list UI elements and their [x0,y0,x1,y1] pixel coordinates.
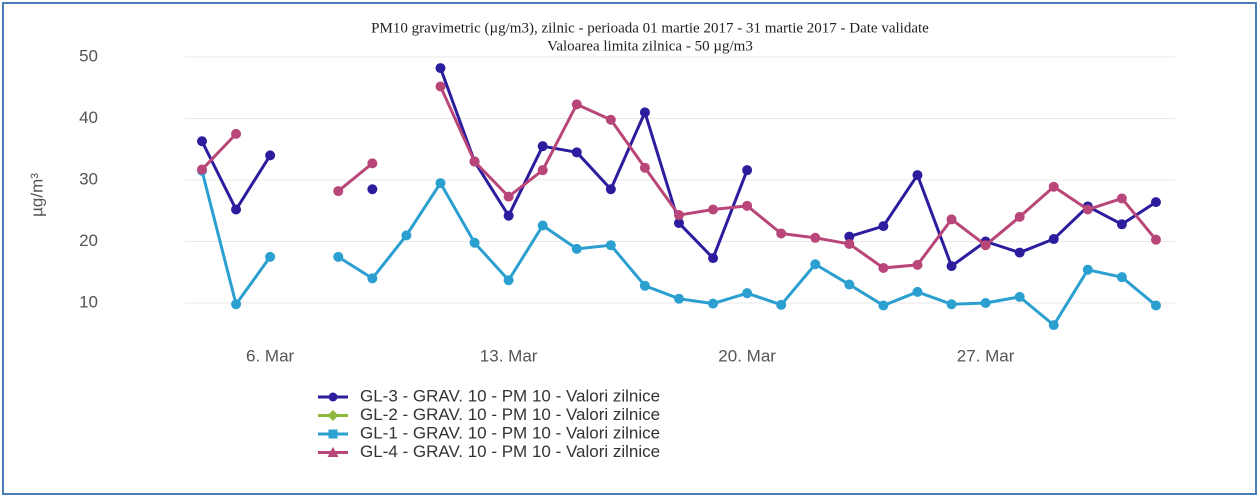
marker [327,410,339,421]
marker [980,240,991,251]
marker [844,279,855,290]
marker [708,253,719,264]
marker [946,214,957,225]
marker [708,298,719,309]
marker [605,184,616,195]
marker [469,156,480,167]
marker [265,251,276,262]
marker [742,288,753,299]
marker [810,232,821,243]
marker [810,259,821,270]
marker [878,300,889,311]
marker [571,99,582,110]
x-tick-label: 20. Mar [718,346,776,365]
marker [537,141,548,152]
marker [605,240,616,251]
marker [639,107,650,118]
marker [1082,204,1093,215]
marker [503,210,514,221]
marker [776,228,787,239]
marker [367,158,378,169]
marker [844,231,855,242]
marker [673,210,684,221]
legend-label: GL-1 - GRAV. 10 - PM 10 - Valori zilnice [360,423,660,442]
y-tick-label: 40 [79,108,98,127]
marker [742,200,753,211]
marker [435,63,446,74]
marker [401,230,412,241]
y-axis-label: µg/m³ [27,173,46,217]
legend-label: GL-3 - GRAV. 10 - PM 10 - Valori zilnice [360,386,660,405]
series-line [200,67,1157,268]
marker [1150,197,1161,208]
marker [1014,247,1025,258]
y-tick-label: 20 [79,231,98,250]
marker [946,261,957,272]
marker [333,251,344,262]
y-tick-label: 10 [79,292,98,311]
marker [328,392,338,402]
marker [912,286,923,297]
marker [571,147,582,158]
marker [197,136,207,147]
marker [1014,291,1025,302]
marker [673,293,684,304]
x-tick-label: 13. Mar [480,346,538,365]
marker [742,165,753,176]
x-tick-label: 27. Mar [957,346,1015,365]
marker [333,186,344,197]
marker [231,128,242,139]
marker [435,81,446,92]
marker [1048,234,1059,245]
marker [537,165,548,176]
marker [1014,211,1025,222]
marker [328,429,338,439]
marker [639,162,650,173]
marker [231,299,242,310]
marker [1048,320,1059,331]
marker [367,273,378,284]
marker [265,150,276,161]
legend-label: GL-2 - GRAV. 10 - PM 10 - Valori zilnice [360,405,660,424]
marker [1116,193,1127,204]
marker [605,114,616,125]
marker [197,164,207,175]
marker [435,178,446,189]
marker [503,275,514,286]
marker [571,243,582,254]
y-tick-label: 30 [79,169,98,188]
marker [1150,300,1161,311]
marker [639,280,650,291]
marker [1116,272,1127,283]
marker [231,204,242,215]
chart-subtitle: Valoarea limita zilnica - 50 µg/m3 [547,38,753,54]
marker [708,204,719,215]
marker [1048,181,1059,192]
marker [503,191,514,202]
marker [1116,219,1127,230]
marker [469,237,480,248]
marker [537,220,548,231]
marker [1150,234,1161,245]
marker [1082,264,1093,275]
marker [912,170,923,181]
y-tick-label: 50 [79,46,98,65]
marker [946,299,957,310]
marker [367,184,378,195]
marker [878,221,889,232]
chart-title: PM10 gravimetric (µg/m3), zilnic - perio… [371,20,929,36]
x-tick-label: 6. Mar [246,346,295,365]
marker [878,262,889,273]
marker [912,259,923,270]
legend-label: GL-4 - GRAV. 10 - PM 10 - Valori zilnice [360,442,660,461]
series-line [200,85,1158,270]
marker [673,218,684,229]
marker [844,238,855,249]
marker [980,298,991,308]
marker [776,299,787,310]
marker [327,447,339,457]
